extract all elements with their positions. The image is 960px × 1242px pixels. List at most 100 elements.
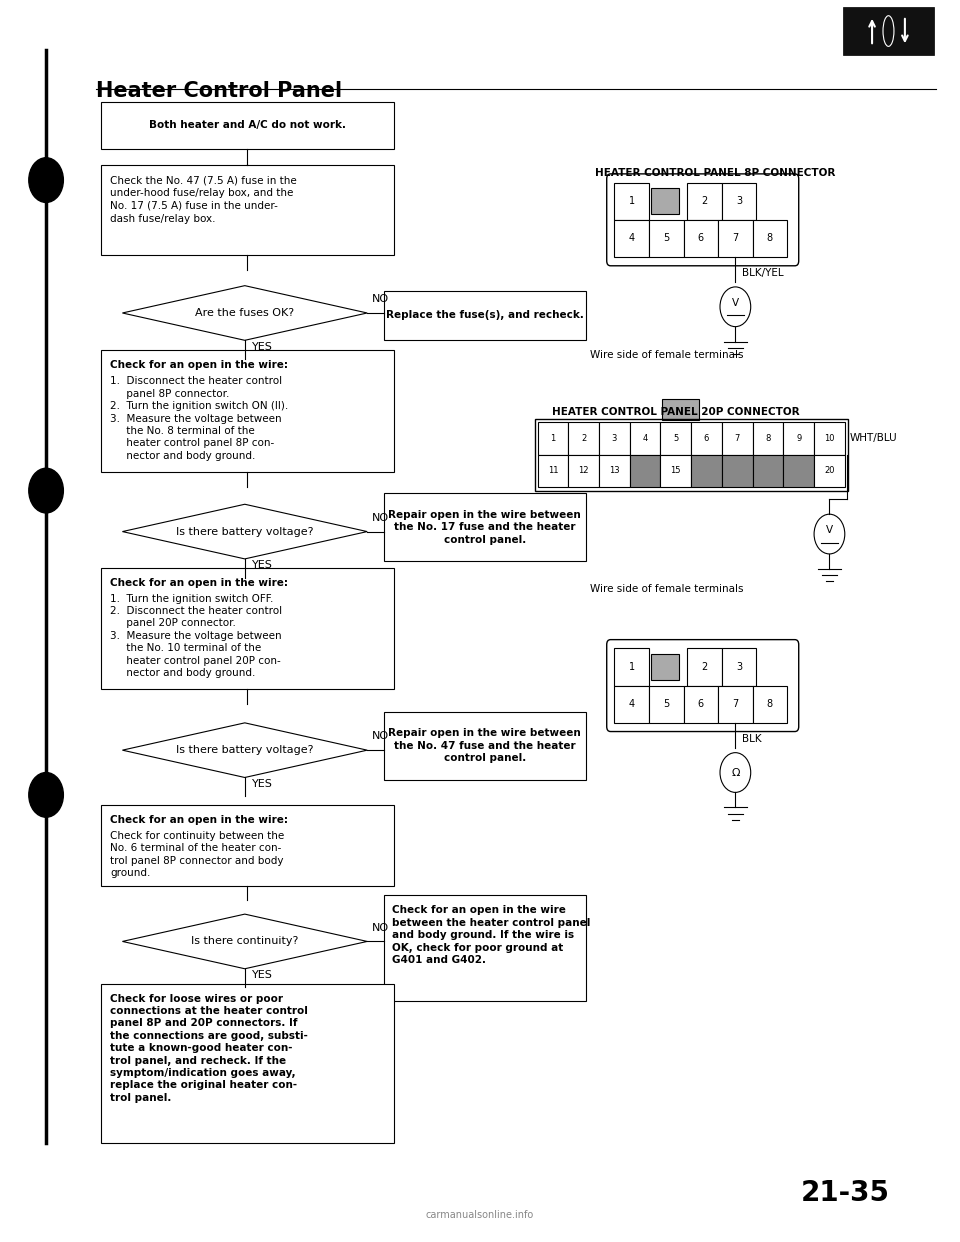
FancyBboxPatch shape (599, 455, 630, 487)
Text: Wire side of female terminals: Wire side of female terminals (590, 584, 744, 594)
FancyBboxPatch shape (649, 220, 684, 257)
Text: 20: 20 (825, 466, 834, 476)
FancyBboxPatch shape (630, 422, 660, 455)
Text: Replace the fuse(s), and recheck.: Replace the fuse(s), and recheck. (386, 310, 584, 320)
FancyBboxPatch shape (568, 455, 599, 487)
FancyBboxPatch shape (101, 984, 394, 1143)
Text: 10: 10 (825, 433, 834, 443)
Text: 3: 3 (612, 433, 617, 443)
Text: YES: YES (252, 342, 274, 351)
Text: NO: NO (372, 294, 389, 304)
FancyBboxPatch shape (753, 220, 787, 257)
Text: Check for continuity between the
No. 6 terminal of the heater con-
trol panel 8P: Check for continuity between the No. 6 t… (110, 831, 285, 878)
Text: 4: 4 (629, 699, 635, 709)
Text: WHT/BLU: WHT/BLU (850, 433, 898, 443)
FancyBboxPatch shape (753, 422, 783, 455)
Text: Check for an open in the wire:: Check for an open in the wire: (110, 578, 288, 587)
Text: 4: 4 (629, 233, 635, 243)
Text: V: V (826, 525, 833, 535)
FancyBboxPatch shape (691, 455, 722, 487)
Text: 7: 7 (732, 699, 738, 709)
Text: 2: 2 (702, 662, 708, 672)
Text: 11: 11 (548, 466, 558, 476)
FancyBboxPatch shape (814, 455, 845, 487)
FancyBboxPatch shape (684, 220, 718, 257)
Text: 1: 1 (550, 433, 556, 443)
Text: Is there continuity?: Is there continuity? (191, 936, 299, 946)
Circle shape (29, 158, 63, 202)
FancyBboxPatch shape (614, 183, 649, 220)
FancyBboxPatch shape (662, 399, 699, 420)
Text: YES: YES (252, 560, 274, 570)
Text: 6: 6 (704, 433, 709, 443)
Text: Check for an open in the wire:: Check for an open in the wire: (110, 815, 288, 825)
FancyBboxPatch shape (614, 220, 649, 257)
Text: 3: 3 (736, 196, 742, 206)
FancyBboxPatch shape (651, 188, 679, 214)
Text: 6: 6 (698, 699, 704, 709)
FancyBboxPatch shape (384, 712, 586, 780)
Text: YES: YES (252, 779, 274, 789)
Polygon shape (123, 504, 367, 559)
FancyBboxPatch shape (101, 165, 394, 255)
FancyBboxPatch shape (630, 455, 660, 487)
Text: 8: 8 (765, 433, 771, 443)
FancyBboxPatch shape (538, 455, 568, 487)
Text: 1: 1 (629, 196, 635, 206)
FancyBboxPatch shape (718, 686, 753, 723)
FancyBboxPatch shape (101, 350, 394, 472)
Text: Are the fuses OK?: Are the fuses OK? (195, 308, 295, 318)
FancyBboxPatch shape (722, 422, 753, 455)
Text: 7: 7 (734, 433, 740, 443)
Text: 5: 5 (663, 233, 669, 243)
Text: 9: 9 (796, 433, 802, 443)
Text: NO: NO (372, 513, 389, 523)
FancyBboxPatch shape (691, 422, 722, 455)
FancyBboxPatch shape (568, 422, 599, 455)
Text: Check for loose wires or poor
connections at the heater control
panel 8P and 20P: Check for loose wires or poor connection… (110, 994, 308, 1103)
FancyBboxPatch shape (649, 686, 684, 723)
FancyBboxPatch shape (660, 422, 691, 455)
FancyBboxPatch shape (384, 291, 586, 340)
Circle shape (29, 773, 63, 817)
FancyBboxPatch shape (384, 895, 586, 1001)
Text: 21-35: 21-35 (801, 1179, 889, 1207)
Text: 1.  Disconnect the heater control
     panel 8P connector.
2.  Turn the ignition: 1. Disconnect the heater control panel 8… (110, 376, 289, 461)
Text: Heater Control Panel: Heater Control Panel (96, 81, 342, 101)
Text: 2: 2 (702, 196, 708, 206)
FancyBboxPatch shape (614, 648, 649, 686)
Text: Wire side of female terminals: Wire side of female terminals (590, 350, 744, 360)
Text: HEATER CONTROL PANEL 8P CONNECTOR: HEATER CONTROL PANEL 8P CONNECTOR (595, 168, 835, 178)
FancyBboxPatch shape (753, 455, 783, 487)
Text: Ω: Ω (732, 768, 739, 777)
Text: Both heater and A/C do not work.: Both heater and A/C do not work. (149, 120, 346, 130)
Text: 8: 8 (767, 233, 773, 243)
Text: 13: 13 (609, 466, 620, 476)
Text: Repair open in the wire between
the No. 47 fuse and the heater
control panel.: Repair open in the wire between the No. … (389, 728, 581, 764)
Text: BLK: BLK (742, 734, 761, 744)
Text: 5: 5 (663, 699, 669, 709)
Text: 6: 6 (698, 233, 704, 243)
Text: 2: 2 (581, 433, 587, 443)
Text: 3: 3 (736, 662, 742, 672)
Text: 15: 15 (671, 466, 681, 476)
FancyBboxPatch shape (684, 686, 718, 723)
FancyBboxPatch shape (101, 805, 394, 886)
Circle shape (29, 468, 63, 513)
Text: 5: 5 (673, 433, 679, 443)
Text: NO: NO (372, 923, 389, 933)
FancyBboxPatch shape (843, 7, 934, 55)
Text: Check for an open in the wire
between the heater control panel
and body ground. : Check for an open in the wire between th… (392, 905, 590, 965)
Text: 8: 8 (767, 699, 773, 709)
Text: 1.  Turn the ignition switch OFF.
2.  Disconnect the heater control
     panel 2: 1. Turn the ignition switch OFF. 2. Disc… (110, 594, 282, 678)
Text: 1: 1 (629, 662, 635, 672)
FancyBboxPatch shape (687, 183, 722, 220)
FancyBboxPatch shape (753, 686, 787, 723)
Polygon shape (123, 286, 367, 340)
FancyBboxPatch shape (722, 648, 756, 686)
Text: NO: NO (372, 732, 389, 741)
FancyBboxPatch shape (718, 220, 753, 257)
Text: Is there battery voltage?: Is there battery voltage? (176, 527, 314, 537)
Text: Check the No. 47 (7.5 A) fuse in the
under-hood fuse/relay box, and the
No. 17 (: Check the No. 47 (7.5 A) fuse in the und… (110, 175, 298, 224)
FancyBboxPatch shape (814, 422, 845, 455)
